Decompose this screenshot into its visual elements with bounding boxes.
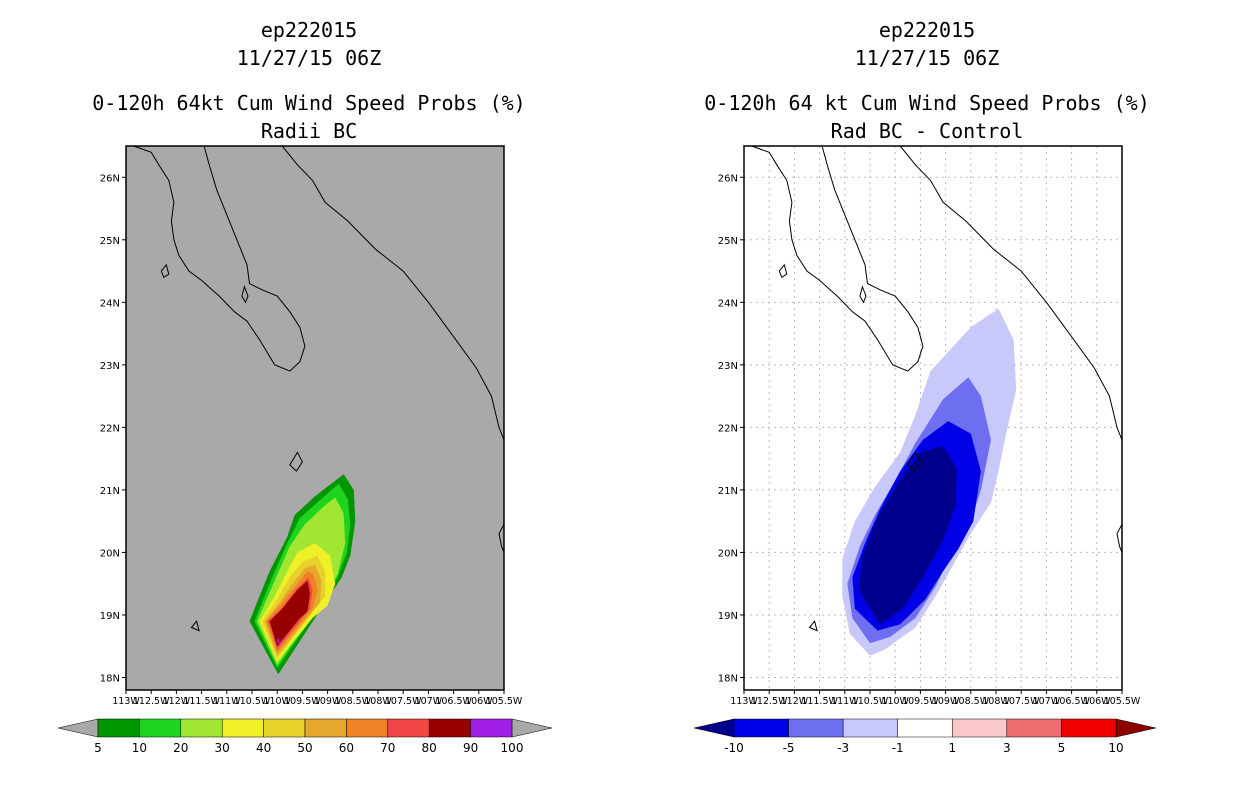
y-tick-label: 21N (100, 486, 120, 497)
colorbar-swatch (734, 719, 789, 737)
y-tick-label: 25N (100, 236, 120, 247)
y-tick-label: 24N (718, 298, 738, 309)
colorbar-swatch (789, 719, 844, 737)
contour-level-90 (277, 639, 279, 643)
right-map-plot: 18N 19N 20N 21N 22N 23N 24N 25N 26N 113W112.5W112… (618, 0, 1236, 800)
colorbar-label: 50 (297, 741, 312, 755)
y-tick-label: 18N (718, 673, 738, 684)
colorbar-label: 20 (173, 741, 188, 755)
y-tick-label: 23N (100, 361, 120, 372)
y-tick-label: 21N (718, 486, 738, 497)
colorbar-swatch (346, 719, 387, 737)
colorbar-swatch (98, 719, 139, 737)
y-tick-label: 26N (718, 173, 738, 184)
colorbar-swatch (898, 719, 953, 737)
colorbar-label: 10 (1108, 741, 1123, 755)
y-tick-label: 20N (100, 548, 120, 559)
colorbar-label: 3 (1003, 741, 1011, 755)
colorbar-swatch (139, 719, 180, 737)
y-tick-label: 25N (718, 236, 738, 247)
colorbar-label: 100 (501, 741, 524, 755)
y-tick-label: 22N (718, 423, 738, 434)
colorbar-label: 60 (339, 741, 354, 755)
colorbar-label: 70 (380, 741, 395, 755)
colorbar-swatch (181, 719, 222, 737)
x-tick-label: 105.5W (486, 696, 523, 707)
y-tick-label: 19N (100, 611, 120, 622)
y-tick-label: 19N (718, 611, 738, 622)
colorbar-low-arrow (58, 719, 98, 737)
colorbar-swatch (429, 719, 470, 737)
right-chart-panel: ep222015 11/27/15 06Z 0-120h 64 kt Cum W… (618, 0, 1236, 800)
colorbar-swatch (305, 719, 346, 737)
colorbar-label: 90 (463, 741, 478, 755)
colorbar-label: 5 (1058, 741, 1066, 755)
colorbar-low-arrow (694, 719, 734, 737)
colorbar-swatch (1061, 719, 1116, 737)
colorbar-label: -1 (892, 741, 904, 755)
colorbar-label: -10 (724, 741, 744, 755)
colorbar-label: 30 (215, 741, 230, 755)
colorbar-swatch (264, 719, 305, 737)
y-tick-label: 18N (100, 673, 120, 684)
colorbar-label: 5 (94, 741, 102, 755)
colorbar-label: 80 (422, 741, 437, 755)
y-tick-label: 20N (718, 548, 738, 559)
colorbar-swatch (1007, 719, 1062, 737)
colorbar-swatch (843, 719, 898, 737)
colorbar-label: 10 (132, 741, 147, 755)
colorbar-swatch (388, 719, 429, 737)
colorbar-label: 1 (948, 741, 956, 755)
colorbar-high-arrow (512, 719, 552, 737)
colorbar-swatch (471, 719, 512, 737)
y-tick-label: 26N (100, 173, 120, 184)
colorbar-swatch (952, 719, 1007, 737)
colorbar-label: -5 (783, 741, 795, 755)
left-map-plot: 18N 19N 20N 21N 22N 23N 24N 25N 26N 113W112.5W112… (0, 0, 618, 800)
colorbar-label: -3 (837, 741, 849, 755)
y-tick-label: 23N (718, 361, 738, 372)
colorbar-high-arrow (1116, 719, 1156, 737)
y-tick-label: 22N (100, 423, 120, 434)
colorbar-label: 40 (256, 741, 271, 755)
left-chart-panel: ep222015 11/27/15 06Z 0-120h 64kt Cum Wi… (0, 0, 618, 800)
y-tick-label: 24N (100, 298, 120, 309)
colorbar-swatch (222, 719, 263, 737)
x-tick-label: 105.5W (1104, 696, 1141, 707)
